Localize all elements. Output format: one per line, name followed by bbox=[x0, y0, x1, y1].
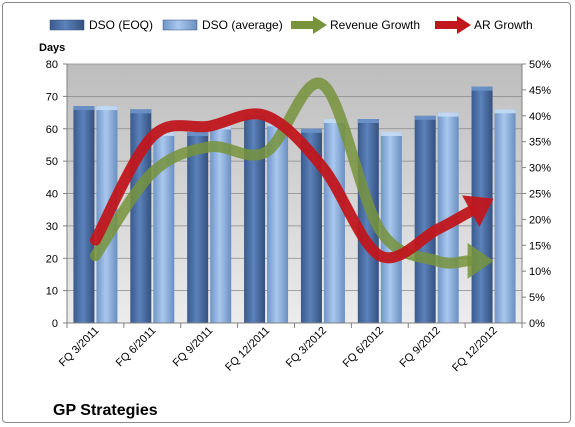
bars bbox=[73, 86, 516, 324]
bar-top-highlight bbox=[380, 131, 402, 136]
y-tick-label: 70 bbox=[46, 91, 58, 103]
y2-tick-label: 20% bbox=[529, 214, 551, 226]
x-tick-label: FQ 3/2011 bbox=[57, 325, 102, 370]
bar-dso-eoq bbox=[73, 106, 95, 324]
y2-tick-label: 10% bbox=[529, 266, 551, 278]
legend-label-dso-average: DSO (average) bbox=[202, 18, 283, 32]
x-tick-label: FQ 6/2011 bbox=[114, 325, 159, 370]
bar-dso-average bbox=[323, 119, 345, 323]
y2-tick-label: 30% bbox=[529, 163, 551, 175]
x-tick-label: FQ 6/2012 bbox=[341, 325, 386, 370]
y2-tick-label: 45% bbox=[529, 85, 551, 97]
legend: DSO (EOQ) DSO (average) Revenue Growth AR G… bbox=[49, 16, 533, 34]
bar-dso-eoq bbox=[414, 115, 436, 323]
y2-tick-label: 5% bbox=[529, 292, 545, 304]
bar-top-highlight bbox=[494, 109, 516, 114]
bar-dso-average bbox=[380, 131, 402, 323]
y2-tick-label: 40% bbox=[529, 111, 551, 123]
bar-top-highlight bbox=[96, 106, 118, 111]
bar-dso-eoq bbox=[300, 128, 322, 323]
legend-swatch-dso-average bbox=[162, 19, 198, 31]
legend-label-ar-growth: AR Growth bbox=[474, 18, 533, 32]
legend-swatch-revenue-growth bbox=[291, 21, 315, 29]
y2-tick-label: 25% bbox=[529, 189, 551, 201]
y2-tick-label: 50% bbox=[529, 59, 551, 71]
bar-dso-average bbox=[210, 125, 232, 323]
bar-dso-average bbox=[494, 109, 516, 323]
y-tick-label: 20 bbox=[46, 253, 58, 265]
bar-top-highlight bbox=[471, 86, 493, 91]
chart: DSO (EOQ) DSO (average) Revenue Growth AR G… bbox=[39, 16, 551, 419]
y-tick-label: 40 bbox=[46, 189, 58, 201]
x-tick-label: FQ 3/2012 bbox=[284, 325, 329, 370]
y2-tick-label: 15% bbox=[529, 240, 551, 252]
y-tick-label: 0 bbox=[52, 318, 58, 330]
bar-dso-average bbox=[153, 131, 175, 323]
legend-arrow-ar-growth bbox=[457, 16, 471, 34]
x-tick-label: FQ 12/2012 bbox=[450, 325, 500, 375]
y-tick-label: 80 bbox=[46, 59, 58, 71]
chart-title: GP Strategies bbox=[53, 402, 158, 419]
legend-label-dso-eoq: DSO (EOQ) bbox=[89, 18, 153, 32]
bar-top-highlight bbox=[73, 106, 95, 111]
bar-top-highlight bbox=[130, 109, 152, 114]
y2-tick-label: 0% bbox=[529, 318, 545, 330]
ar-growth-arrowhead bbox=[462, 195, 494, 227]
chart-frame: DSO (EOQ) DSO (average) Revenue Growth AR G… bbox=[2, 2, 571, 423]
bar-dso-eoq bbox=[244, 115, 266, 323]
y-tick-label: 50 bbox=[46, 156, 58, 168]
bar-top-highlight bbox=[357, 119, 379, 124]
bar-dso-eoq bbox=[187, 131, 209, 323]
bar-top-highlight bbox=[414, 115, 436, 120]
x-tick-label: FQ 9/2011 bbox=[171, 325, 216, 370]
y-axis-title: Days bbox=[39, 42, 65, 54]
revenue-growth-line bbox=[89, 77, 474, 269]
y-tick-label: 10 bbox=[46, 286, 58, 298]
y2-tick-label: 35% bbox=[529, 137, 551, 149]
legend-arrow-revenue-growth bbox=[313, 16, 327, 34]
ar-growth-line bbox=[89, 108, 477, 264]
x-tick-label: FQ 9/2012 bbox=[398, 325, 443, 370]
revenue-growth-arrowhead bbox=[467, 242, 494, 279]
bar-dso-eoq bbox=[357, 119, 379, 323]
bar-top-highlight bbox=[300, 128, 322, 133]
bar-top-highlight bbox=[437, 112, 459, 117]
bar-dso-average bbox=[267, 122, 289, 324]
legend-label-revenue-growth: Revenue Growth bbox=[330, 18, 420, 32]
legend-swatch-dso-eoq bbox=[49, 19, 85, 31]
bar-top-highlight bbox=[323, 119, 345, 124]
legend-swatch-ar-growth bbox=[435, 21, 459, 29]
growth-lines bbox=[89, 77, 494, 279]
bar-top-highlight bbox=[187, 131, 209, 136]
y-tick-label: 60 bbox=[46, 124, 58, 136]
x-tick-label: FQ 12/2011 bbox=[223, 325, 272, 374]
y-tick-label: 30 bbox=[46, 221, 58, 233]
